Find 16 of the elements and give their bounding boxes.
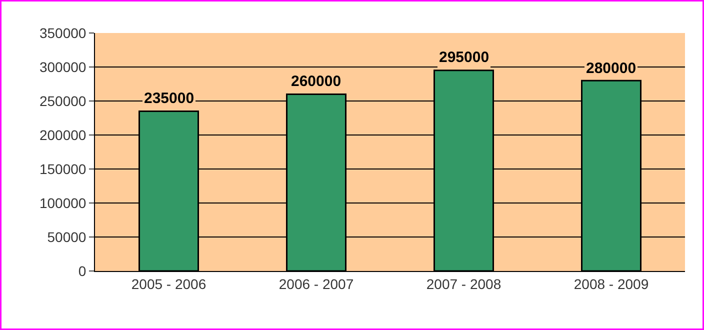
- y-tick-label: 0: [78, 262, 86, 279]
- y-tick-label: 100000: [39, 194, 86, 211]
- data-label: 280000: [586, 60, 636, 77]
- x-tick-label: 2005 - 2006: [131, 276, 206, 292]
- y-tick-label: 200000: [39, 126, 86, 143]
- x-tick-label: 2007 - 2008: [426, 276, 502, 292]
- y-tick-label: 350000: [39, 24, 86, 41]
- data-label: 295000: [439, 49, 490, 66]
- y-tick-label: 250000: [39, 92, 86, 109]
- data-label: 260000: [291, 73, 342, 90]
- x-tick-label: 2008 - 2009: [574, 276, 649, 292]
- data-label: 235000: [144, 90, 194, 107]
- y-tick-label: 150000: [39, 160, 86, 177]
- y-tick-label: 50000: [47, 228, 86, 245]
- y-tick-label: 300000: [39, 58, 86, 75]
- x-tick-label: 2006 - 2007: [278, 276, 354, 292]
